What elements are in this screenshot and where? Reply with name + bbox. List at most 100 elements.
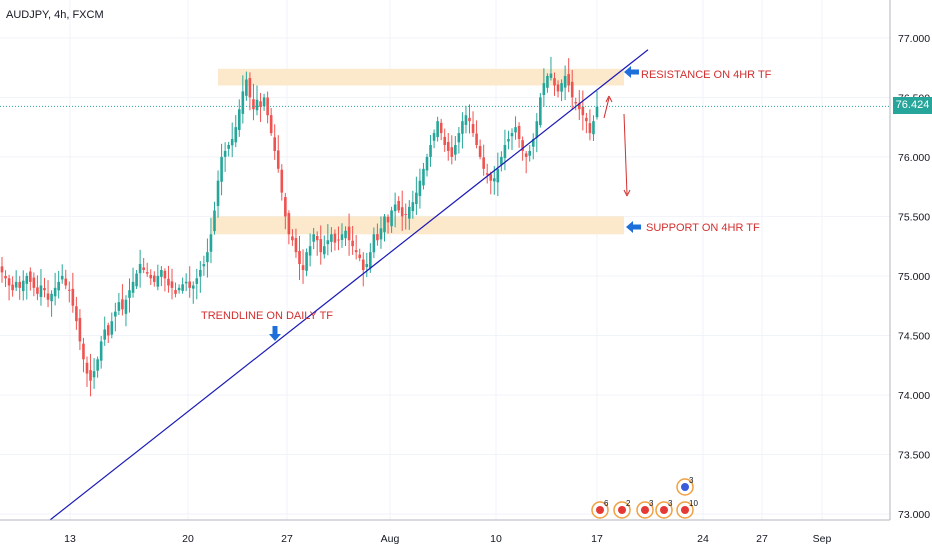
candle-body xyxy=(482,157,485,169)
trendline-label: TRENDLINE ON DAILY TF xyxy=(201,310,333,322)
candle-body xyxy=(0,266,4,273)
candle-body xyxy=(581,106,585,116)
candle-body xyxy=(517,125,521,140)
candle-body xyxy=(71,288,75,306)
event-flag-icon xyxy=(618,506,626,514)
candle-body xyxy=(248,78,252,98)
candle-body xyxy=(496,168,500,183)
candle-body xyxy=(333,233,337,243)
candle-body xyxy=(386,216,390,223)
event-flag-icon xyxy=(681,483,689,491)
candle-body xyxy=(85,362,89,374)
candle-body xyxy=(53,287,57,297)
time-tick-label: 27 xyxy=(281,533,293,545)
candle-body xyxy=(574,102,578,104)
candle-body xyxy=(361,259,365,270)
candle-body xyxy=(36,287,39,294)
candle-body xyxy=(312,234,315,242)
candle-body xyxy=(11,284,14,291)
price-tick-label: 74.000 xyxy=(898,390,930,402)
candle-body xyxy=(245,79,248,96)
candle-body xyxy=(376,234,379,241)
candle-body xyxy=(128,290,131,298)
candle-body xyxy=(78,317,82,342)
candle-body xyxy=(46,293,50,300)
candle-body xyxy=(92,371,96,378)
candle-body xyxy=(21,280,25,292)
candle-body xyxy=(524,153,528,157)
candle-body xyxy=(103,329,107,340)
support-label: SUPPORT ON 4HR TF xyxy=(646,222,760,234)
candle-body xyxy=(252,99,255,110)
candle-body xyxy=(301,265,305,270)
candle-body xyxy=(25,275,29,284)
candle-body xyxy=(234,127,238,143)
candle-body xyxy=(436,121,439,138)
candle-body xyxy=(429,145,432,157)
candle-body xyxy=(471,124,475,134)
candle-body xyxy=(181,284,184,291)
candle-body xyxy=(89,370,92,381)
candle-body xyxy=(340,234,344,240)
candle-body xyxy=(326,240,330,245)
price-tick-label: 76.000 xyxy=(898,152,930,164)
candle-body xyxy=(570,81,574,98)
candle-body xyxy=(592,121,595,135)
candle-body xyxy=(124,299,128,314)
trendline xyxy=(49,49,649,521)
candle-body xyxy=(369,252,372,269)
time-tick-label: 13 xyxy=(64,533,76,545)
candle-body xyxy=(138,264,142,274)
candle-body xyxy=(199,270,202,277)
candle-body xyxy=(305,252,308,271)
candle-body xyxy=(344,230,347,239)
candle-body xyxy=(510,133,514,137)
candle-body xyxy=(422,168,425,186)
candle-body xyxy=(415,192,418,205)
candle-body xyxy=(276,150,280,169)
candle-body xyxy=(443,136,447,145)
candle-body xyxy=(131,281,135,293)
candle-body xyxy=(595,106,599,118)
candle-body xyxy=(170,281,174,288)
event-count: 6 xyxy=(604,499,609,508)
candle-body xyxy=(567,74,570,86)
candle-body xyxy=(142,267,145,270)
candle-body xyxy=(106,325,110,336)
candle-body xyxy=(64,278,68,286)
up-forecast-arrowhead-icon xyxy=(605,95,613,103)
candle-body xyxy=(145,272,149,274)
support-arrow-icon xyxy=(626,221,641,233)
candle-body xyxy=(241,91,245,114)
candle-body xyxy=(99,341,103,361)
candle-body xyxy=(588,123,592,134)
candle-body xyxy=(315,235,319,241)
candle-body xyxy=(213,210,216,232)
candle-body xyxy=(75,306,78,322)
candle-body xyxy=(464,115,468,125)
time-tick-label: 10 xyxy=(490,533,502,545)
candle-body xyxy=(177,287,181,291)
candle-body xyxy=(259,101,262,107)
down-forecast-arrowhead-icon xyxy=(623,189,631,197)
candle-body xyxy=(230,139,234,146)
candle-body xyxy=(478,145,482,157)
candle-body xyxy=(298,250,301,265)
candle-body xyxy=(50,293,53,302)
candle-body xyxy=(237,109,241,130)
support-zone xyxy=(212,216,624,235)
candle-body xyxy=(372,234,376,253)
price-tick-label: 74.500 xyxy=(898,330,930,342)
candle-body xyxy=(223,150,227,157)
candle-body xyxy=(553,78,556,86)
candle-body xyxy=(184,281,188,284)
candle-body xyxy=(121,299,124,310)
candle-body xyxy=(273,137,277,151)
candle-body xyxy=(492,178,496,182)
candle-body xyxy=(188,281,192,288)
candle-body xyxy=(535,121,539,138)
candle-body xyxy=(262,97,266,107)
candle-body xyxy=(67,289,71,291)
candle-body xyxy=(425,156,429,171)
